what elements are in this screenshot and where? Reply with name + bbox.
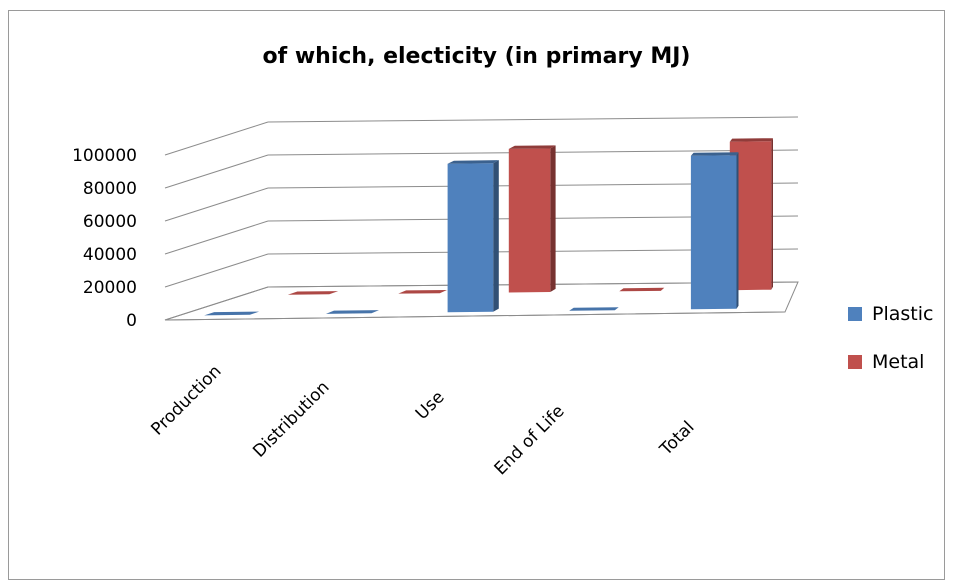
bar-top-face xyxy=(447,160,499,164)
y-tick-label: 40000 xyxy=(83,245,137,265)
x-tick-label: Use xyxy=(412,387,449,424)
bar-metal-distribution xyxy=(398,290,447,294)
y-tick-label: 0 xyxy=(126,311,137,331)
bar-metal-use xyxy=(508,145,556,293)
bar-plastic-use xyxy=(447,160,499,313)
side-gridline xyxy=(164,121,269,156)
bar-side-face xyxy=(736,152,739,309)
legend-label-plastic: Plastic xyxy=(872,303,934,325)
y-axis-ticks: 0 20000 40000 60000 80000 100000 xyxy=(72,146,137,331)
legend-swatch-metal xyxy=(848,355,862,369)
chart-title: of which, electicity (in primary MJ) xyxy=(262,44,691,69)
bar-plastic-total xyxy=(690,152,739,310)
bar-side-face xyxy=(493,160,499,312)
bar-top-face xyxy=(690,152,739,156)
side-gridline xyxy=(164,187,269,222)
bar-side-face xyxy=(771,138,773,290)
bar-flat-top xyxy=(287,291,339,295)
bar-plastic-distribution xyxy=(325,310,379,314)
y-tick-label: 80000 xyxy=(83,179,137,199)
legend-item-metal: Metal xyxy=(848,338,933,386)
bar-top-face xyxy=(729,138,773,142)
legend-swatch-plastic xyxy=(848,307,862,321)
y-tick-label: 20000 xyxy=(83,278,137,298)
y-tick-label: 100000 xyxy=(72,146,137,166)
bar-side-face xyxy=(550,145,556,292)
bar-plastic-production xyxy=(204,311,260,316)
x-axis-labels: Production Distribution Use End of Life Tota… xyxy=(147,361,698,479)
floor-front-edge xyxy=(164,311,786,321)
x-tick-label: End of Life xyxy=(491,401,569,479)
bar-front-face xyxy=(508,148,551,293)
bars xyxy=(204,138,773,316)
x-tick-label: Distribution xyxy=(249,377,333,461)
back-gridline xyxy=(267,116,799,123)
y-tick-label: 60000 xyxy=(83,212,137,232)
bar-flat-top xyxy=(325,310,379,314)
legend-item-plastic: Plastic xyxy=(848,290,933,338)
bar-front-face xyxy=(729,141,772,291)
bar-flat-top xyxy=(569,307,619,311)
bar-flat-top xyxy=(398,290,447,294)
bar-plastic-end-of-life xyxy=(569,307,619,311)
bar-top-face xyxy=(508,145,556,149)
bar-flat-top xyxy=(619,287,665,292)
side-gridline xyxy=(164,253,269,288)
bar-flat-top xyxy=(204,311,260,316)
side-gridline xyxy=(164,154,269,189)
bar-metal-end-of-life xyxy=(619,287,665,292)
x-tick-label: Total xyxy=(656,417,699,460)
side-gridline xyxy=(164,220,269,255)
bar-metal-total xyxy=(729,138,773,291)
bar-front-face xyxy=(690,155,737,310)
legend: Plastic Metal xyxy=(848,290,933,386)
legend-label-metal: Metal xyxy=(872,351,925,373)
x-tick-label: Production xyxy=(147,361,225,439)
bar-metal-production xyxy=(287,291,339,295)
bar-front-face xyxy=(447,163,494,313)
